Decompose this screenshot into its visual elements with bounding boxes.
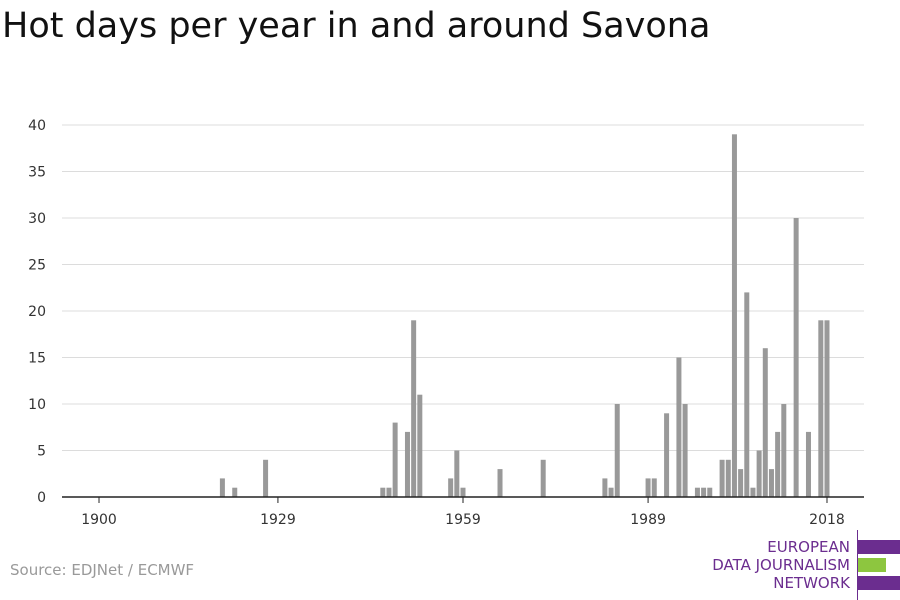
- y-tick-label: 20: [28, 304, 46, 320]
- bar-1950[interactable]: [404, 431, 410, 497]
- bar-1958[interactable]: [454, 450, 460, 498]
- bar-1982[interactable]: [602, 478, 608, 497]
- y-tick-label: 15: [28, 351, 46, 367]
- bar-1948[interactable]: [392, 422, 398, 497]
- bars: [219, 134, 830, 498]
- x-tick-label: 1959: [445, 512, 481, 528]
- bar-2009[interactable]: [768, 469, 774, 497]
- logo-line-2: DATA JOURNALISM: [712, 556, 850, 574]
- y-tick-label: 25: [28, 258, 46, 274]
- bar-1990[interactable]: [651, 478, 657, 497]
- bar-2002[interactable]: [725, 459, 731, 497]
- bar-2008[interactable]: [762, 348, 768, 497]
- bar-2001[interactable]: [719, 459, 725, 497]
- y-tick-label: 5: [37, 444, 46, 460]
- bar-1951[interactable]: [411, 320, 417, 497]
- bar-2005[interactable]: [744, 292, 750, 497]
- bar-2003[interactable]: [731, 134, 737, 498]
- bar-2017[interactable]: [818, 320, 824, 497]
- bar-1994[interactable]: [676, 357, 682, 498]
- bar-2013[interactable]: [793, 218, 799, 497]
- bar-1995[interactable]: [682, 404, 688, 497]
- y-tick-label: 10: [28, 397, 46, 413]
- edjnet-logo[interactable]: EUROPEAN DATA JOURNALISM NETWORK: [700, 530, 900, 600]
- bar-1972[interactable]: [540, 459, 546, 497]
- bar-2015[interactable]: [805, 431, 811, 497]
- logo-bar-purple-top: [858, 540, 900, 554]
- gridlines: [62, 124, 864, 451]
- bar-1984[interactable]: [614, 404, 620, 497]
- bar-1983[interactable]: [608, 487, 614, 497]
- bar-2018[interactable]: [824, 320, 830, 497]
- logo-line-3: NETWORK: [773, 574, 850, 592]
- bar-2010[interactable]: [775, 431, 781, 497]
- x-tick-label: 1929: [260, 512, 296, 528]
- source-note: Source: EDJNet / ECMWF: [10, 561, 195, 579]
- bar-1997[interactable]: [694, 487, 700, 497]
- bar-1992[interactable]: [664, 413, 670, 497]
- y-tick-label: 0: [37, 490, 46, 506]
- bar-1989[interactable]: [645, 478, 651, 497]
- x-tick-label: 1900: [81, 512, 117, 528]
- bar-2007[interactable]: [756, 450, 762, 498]
- logo-bar-green: [858, 558, 886, 572]
- bar-1952[interactable]: [417, 394, 423, 497]
- logo-divider: [857, 530, 858, 600]
- logo-line-1: EUROPEAN: [767, 538, 850, 556]
- bar-1927[interactable]: [263, 459, 269, 497]
- y-tick-label: 35: [28, 165, 46, 181]
- bar-chart: 0 5 10 15 20 25 30 35 40 1900 1929 1959 1989 2018: [28, 118, 864, 528]
- bar-1922[interactable]: [232, 487, 238, 497]
- bar-1947[interactable]: [386, 487, 392, 497]
- y-tick-label: 30: [28, 211, 46, 227]
- bar-1946[interactable]: [380, 487, 386, 497]
- y-tick-label: 40: [28, 118, 46, 134]
- bar-1957[interactable]: [448, 478, 454, 497]
- bar-2006[interactable]: [750, 487, 756, 497]
- bar-1965[interactable]: [497, 469, 503, 497]
- axes: 0 5 10 15 20 25 30 35 40 1900 1929 1959 1989 2018: [28, 118, 864, 528]
- x-tick-label: 2018: [809, 512, 845, 528]
- bar-1998[interactable]: [701, 487, 707, 497]
- bar-2004[interactable]: [738, 469, 744, 497]
- bar-2011[interactable]: [781, 404, 787, 497]
- bar-1959[interactable]: [460, 487, 466, 497]
- bar-1920[interactable]: [219, 478, 225, 497]
- x-tick-label: 1989: [630, 512, 666, 528]
- chart-title: Hot days per year in and around Savona: [2, 6, 711, 46]
- bar-1999[interactable]: [707, 487, 713, 497]
- logo-bar-purple-bottom: [858, 576, 900, 590]
